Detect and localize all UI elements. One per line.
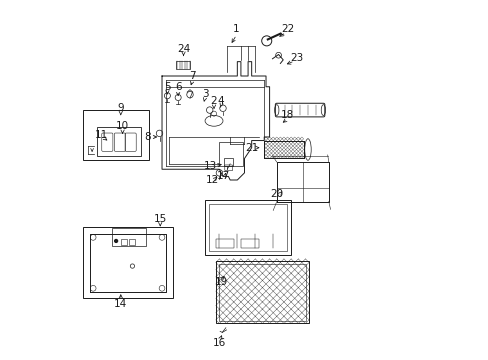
Bar [224,158,233,166]
Bar [129,239,135,244]
Text: 9: 9 [117,103,124,113]
Text: 20: 20 [270,189,283,199]
Text: 24: 24 [177,44,190,54]
Text: 15: 15 [153,215,166,224]
Text: 12: 12 [205,175,219,185]
Text: 5: 5 [164,82,170,92]
Text: 1: 1 [233,24,240,35]
Bar [83,110,149,160]
Text: 23: 23 [289,53,303,63]
Text: 2: 2 [210,96,217,106]
Bar [215,261,308,323]
Bar [215,239,233,248]
Text: 22: 22 [280,24,294,35]
Text: 10: 10 [116,121,129,131]
Text: 8: 8 [144,132,151,142]
Bar [97,127,140,156]
Text: 21: 21 [244,143,258,153]
Circle shape [115,239,117,242]
Bar [112,228,145,246]
Text: 3: 3 [202,89,208,99]
Bar [241,239,258,248]
Text: 13: 13 [203,161,217,171]
Bar [218,264,305,320]
Bar [175,61,190,69]
Bar [204,200,290,255]
Bar [121,239,126,244]
Text: 4: 4 [218,96,224,106]
Text: 6: 6 [175,82,181,92]
Bar [264,140,303,158]
Text: 11: 11 [94,130,107,140]
Bar [209,204,286,251]
Bar [83,226,172,298]
Text: 16: 16 [212,338,225,348]
Text: 17: 17 [216,171,229,181]
Text: 7: 7 [189,71,195,81]
Text: 14: 14 [114,299,127,309]
Text: 18: 18 [280,111,294,121]
Bar [219,142,242,166]
Text: 19: 19 [214,277,227,287]
